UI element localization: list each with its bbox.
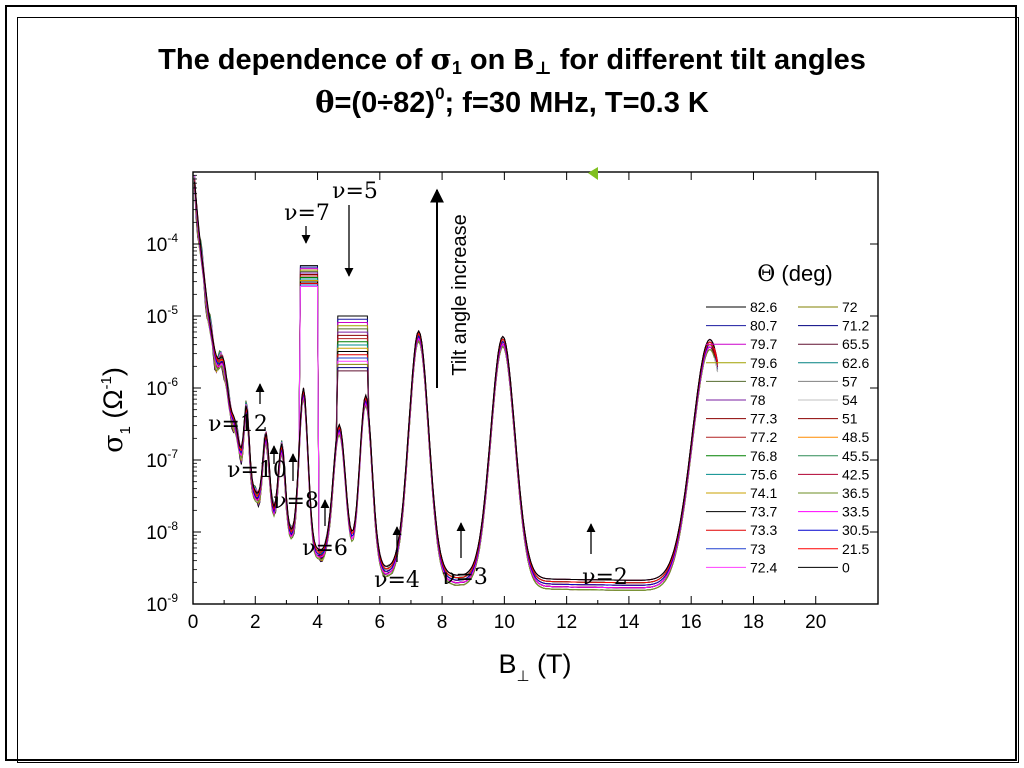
legend-label: 62.6 (842, 355, 869, 371)
slide-border (5, 5, 1019, 763)
title-theta: θ (315, 85, 335, 119)
annotation-label: ν=10 (227, 458, 287, 483)
x-tick-label: 14 (618, 612, 640, 633)
legend-label: 74.1 (750, 485, 777, 501)
legend-label: 21.5 (842, 541, 869, 557)
y-tick-label: 10-8 (146, 519, 178, 544)
x-tick-label: 18 (743, 612, 764, 633)
x-tick-label: 10 (494, 612, 515, 633)
series-line-36.5 (194, 190, 715, 591)
y-tick-label: 10-9 (146, 591, 178, 616)
x-tick-label: 4 (312, 612, 323, 633)
annotation-label: ν=4 (374, 568, 420, 593)
slide-title-line-1: The dependence of σ1 on B⊥ for different… (0, 42, 1024, 79)
legend-label: 54 (842, 392, 858, 408)
title-sigma-subscript: 1 (451, 58, 462, 78)
y-tick-label: 10-6 (146, 375, 178, 400)
legend-label: 79.7 (750, 336, 777, 352)
series-line-0 (194, 181, 715, 581)
annotation-label: ν=5 (332, 179, 378, 204)
legend-label: 73 (750, 541, 766, 557)
title-range: =(0÷82) (334, 87, 436, 119)
x-tick-label: 20 (805, 612, 826, 633)
x-tick-label: 2 (250, 612, 261, 633)
y-tick-label: 10-7 (146, 447, 178, 472)
title-text-b: on B (461, 44, 535, 76)
tilt-angle-label: Tilt angle increase (449, 214, 471, 376)
y-tick-label: 10-4 (146, 231, 178, 256)
title-degree-superscript: 0 (435, 84, 445, 103)
legend-label: 51 (842, 411, 858, 427)
legend-label: 73.3 (750, 522, 777, 538)
legend-label: 72 (842, 299, 858, 315)
legend-label: 36.5 (842, 485, 869, 501)
legend-label: 76.8 (750, 448, 777, 464)
legend-label: 75.6 (750, 466, 777, 482)
slide-title-line-2: θ=(0÷82)0; f=30 MHz, T=0.3 K (0, 84, 1024, 120)
legend-label: 45.5 (842, 448, 869, 464)
annotation-label: ν=2 (582, 565, 628, 590)
data-curves (194, 174, 719, 591)
annotation-label: ν=12 (208, 412, 268, 437)
x-tick-label: 8 (437, 612, 448, 633)
x-axis-label: B⊥ (T) (498, 649, 571, 685)
legend-label: 48.5 (842, 429, 869, 445)
x-tick-label: 16 (681, 612, 702, 633)
legend-label: 77.2 (750, 429, 777, 445)
legend-label: 77.3 (750, 411, 777, 427)
annotation-label: ν=3 (442, 565, 488, 590)
legend-label: 78 (750, 392, 766, 408)
legend-label: 30.5 (842, 522, 869, 538)
title-text-c: for different tilt angles (551, 44, 866, 76)
x-tick-label: 6 (375, 612, 386, 633)
slide-pointer-icon (588, 167, 598, 180)
legend-label: 65.5 (842, 336, 869, 352)
title-text-a: The dependence of (158, 44, 431, 76)
legend-label: 73.7 (750, 504, 777, 520)
legend-label: 78.7 (750, 373, 777, 389)
title-perp-subscript: ⊥ (534, 58, 552, 79)
annotation-label: ν=7 (284, 201, 330, 226)
legend-label: 71.2 (842, 318, 869, 334)
legend-label: 0 (842, 559, 850, 575)
annotation-label: ν=8 (273, 489, 319, 514)
legend-label: 57 (842, 373, 858, 389)
legend-label: 79.6 (750, 355, 777, 371)
x-tick-label: 12 (556, 612, 577, 633)
legend-label: 42.5 (842, 466, 869, 482)
legend-label: 80.7 (750, 318, 777, 334)
legend-title: Θ (deg) (757, 261, 833, 287)
slide-inner-border (17, 17, 1019, 763)
legend-label: 82.6 (750, 299, 777, 315)
y-tick-label: 10-5 (146, 303, 178, 328)
x-tick-label: 0 (188, 612, 199, 633)
y-axis-label: σ1 (Ω-1) (98, 367, 134, 453)
series-line-33.5 (194, 187, 712, 589)
annotation-label: ν=6 (302, 536, 348, 561)
title-sigma: σ (430, 42, 452, 76)
legend-label: 33.5 (842, 504, 869, 520)
title-conditions: ; f=30 MHz, T=0.3 K (444, 87, 709, 119)
legend-label: 72.4 (750, 559, 777, 575)
